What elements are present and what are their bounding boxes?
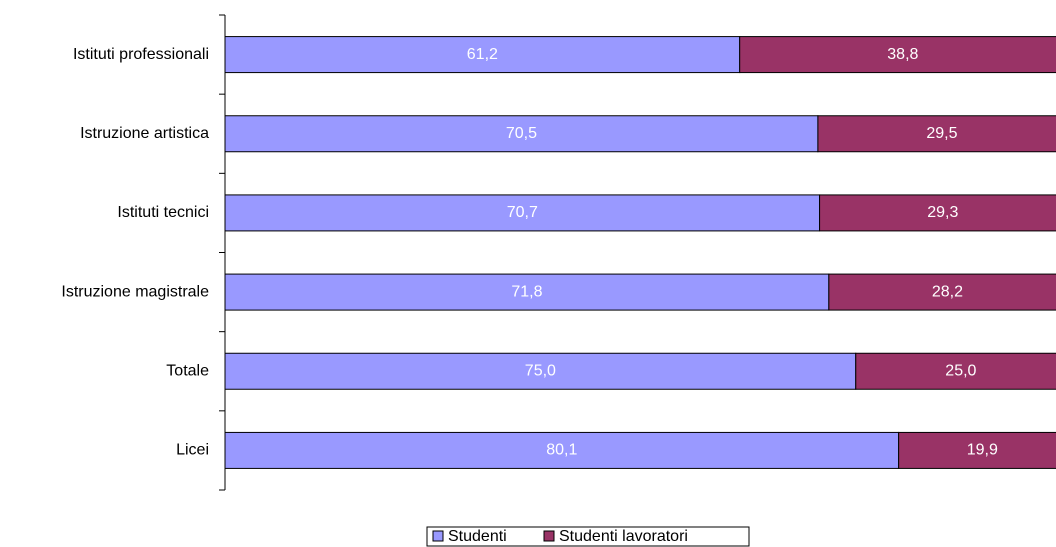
bar-segment	[828, 273, 1056, 311]
data-label: 80,1	[546, 442, 577, 459]
data-label: 61,2	[467, 46, 498, 63]
data-label: 70,7	[507, 204, 538, 221]
bar-segment	[224, 194, 821, 232]
data-label: 71,8	[511, 283, 542, 300]
bar-segment	[898, 431, 1056, 469]
bar-segment	[817, 115, 1056, 153]
bar-segment	[224, 36, 741, 74]
legend-box	[426, 526, 750, 547]
y-tick-label: Istruzione magistrale	[61, 283, 209, 300]
data-label: 29,3	[927, 204, 958, 221]
y-tick-label: Istruzione artistica	[80, 125, 209, 142]
legend-swatch	[432, 530, 444, 542]
data-label: 19,9	[967, 442, 998, 459]
y-tick-label: Istituti professionali	[73, 46, 209, 63]
data-label: 28,2	[932, 283, 963, 300]
bar-segment	[819, 194, 1056, 232]
bar-segment	[224, 115, 819, 153]
bar-segment	[739, 36, 1056, 74]
bar-segment	[855, 352, 1056, 390]
y-tick-label: Licei	[176, 442, 209, 459]
data-label: 25,0	[945, 362, 976, 379]
data-label: 38,8	[887, 46, 918, 63]
bar-segment	[224, 431, 900, 469]
legend-label: Studenti	[448, 528, 507, 545]
data-label: 29,5	[926, 125, 957, 142]
data-label: 75,0	[525, 362, 556, 379]
legend-swatch	[543, 530, 555, 542]
legend-label: Studenti lavoratori	[559, 528, 688, 545]
y-tick-label: Totale	[166, 362, 209, 379]
y-tick-label: Istituti tecnici	[117, 204, 209, 221]
data-label: 70,5	[506, 125, 537, 142]
